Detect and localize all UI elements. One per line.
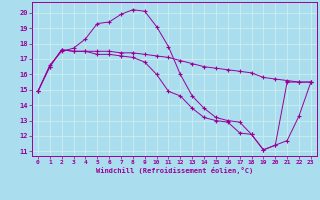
X-axis label: Windchill (Refroidissement éolien,°C): Windchill (Refroidissement éolien,°C) bbox=[96, 167, 253, 174]
